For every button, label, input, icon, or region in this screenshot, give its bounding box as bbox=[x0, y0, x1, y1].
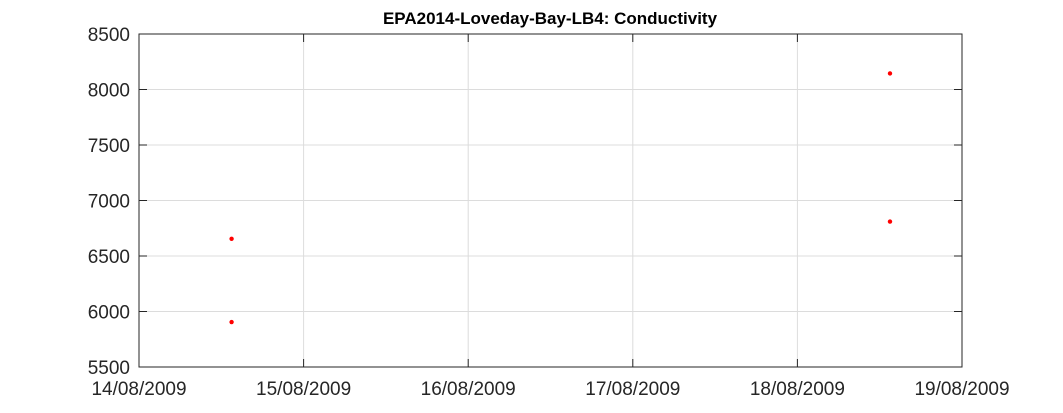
y-tick-label: 7500 bbox=[88, 136, 130, 157]
grid-layer bbox=[139, 34, 962, 367]
points-layer bbox=[229, 71, 893, 325]
x-tick-label: 17/08/2009 bbox=[585, 379, 680, 400]
labels-layer: 14/08/2009 15/08/2009 16/08/2009 17/08/2009… bbox=[88, 25, 1010, 400]
x-tick-label: 15/08/2009 bbox=[256, 379, 351, 400]
y-tick-label: 5500 bbox=[88, 358, 130, 379]
data-point bbox=[887, 71, 893, 76]
y-tick-label: 8000 bbox=[88, 81, 130, 102]
x-tick-label: 18/08/2009 bbox=[750, 379, 845, 400]
data-point bbox=[229, 319, 234, 325]
x-tick-label: 16/08/2009 bbox=[421, 379, 516, 400]
x-tick-label: 14/08/2009 bbox=[91, 379, 186, 400]
data-point bbox=[887, 219, 893, 224]
y-tick-label: 6000 bbox=[88, 303, 130, 324]
x-tick-label: 19/08/2009 bbox=[914, 379, 1009, 400]
chart-title: EPA2014-Loveday-Bay-LB4: Conductivity bbox=[383, 9, 718, 28]
y-tick-label: 8500 bbox=[88, 25, 130, 46]
ticks-layer bbox=[138, 33, 963, 368]
y-tick-label: 6500 bbox=[88, 247, 130, 268]
y-tick-label: 7000 bbox=[88, 192, 130, 213]
data-point bbox=[229, 236, 234, 241]
